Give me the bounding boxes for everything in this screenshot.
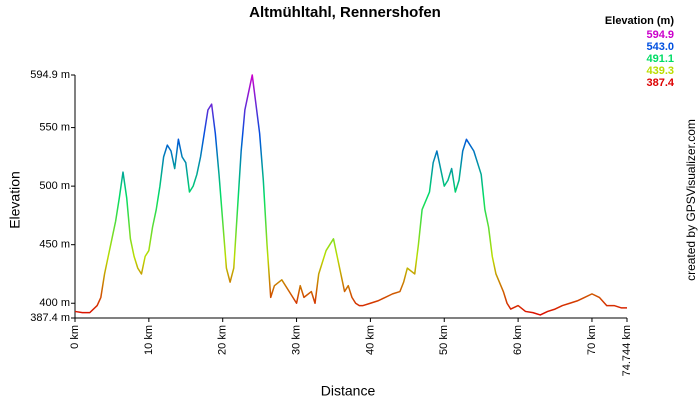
chart-title: Altmühltahl, Rennershofen (249, 4, 441, 21)
x-tick-label: 70 km (586, 325, 598, 355)
x-tick-label: 60 km (512, 325, 524, 355)
legend-entry: 387.4 (646, 77, 674, 89)
y-tick-label: 500 m (39, 180, 70, 192)
y-tick-label: 387.4 m (30, 312, 70, 324)
y-axis-title: Elevation (7, 171, 23, 229)
y-tick-label: 450 m (39, 239, 70, 251)
legend-entry: 543.0 (646, 41, 674, 53)
y-tick-label: 594.9 m (30, 69, 70, 81)
x-tick-label: 30 km (290, 325, 302, 355)
credit: created by GPSVisualizer.com (684, 119, 698, 281)
x-tick-label: 50 km (438, 325, 450, 355)
x-tick-label: 10 km (143, 325, 155, 355)
legend-entry: 491.1 (646, 53, 674, 65)
y-tick-label: 550 m (39, 121, 70, 133)
x-tick-label: 20 km (217, 325, 229, 355)
legend-title: Elevation (m) (605, 15, 674, 27)
elevation-line (74, 74, 627, 316)
x-tick-label: 0 km (69, 325, 81, 349)
y-tick-label: 400 m (39, 297, 70, 309)
legend-entry: 439.3 (646, 65, 674, 77)
x-tick-label: 74.744 km (621, 325, 633, 376)
x-tick-label: 40 km (364, 325, 376, 355)
x-axis-title: Distance (321, 383, 376, 399)
legend-entry: 594.9 (646, 29, 674, 41)
